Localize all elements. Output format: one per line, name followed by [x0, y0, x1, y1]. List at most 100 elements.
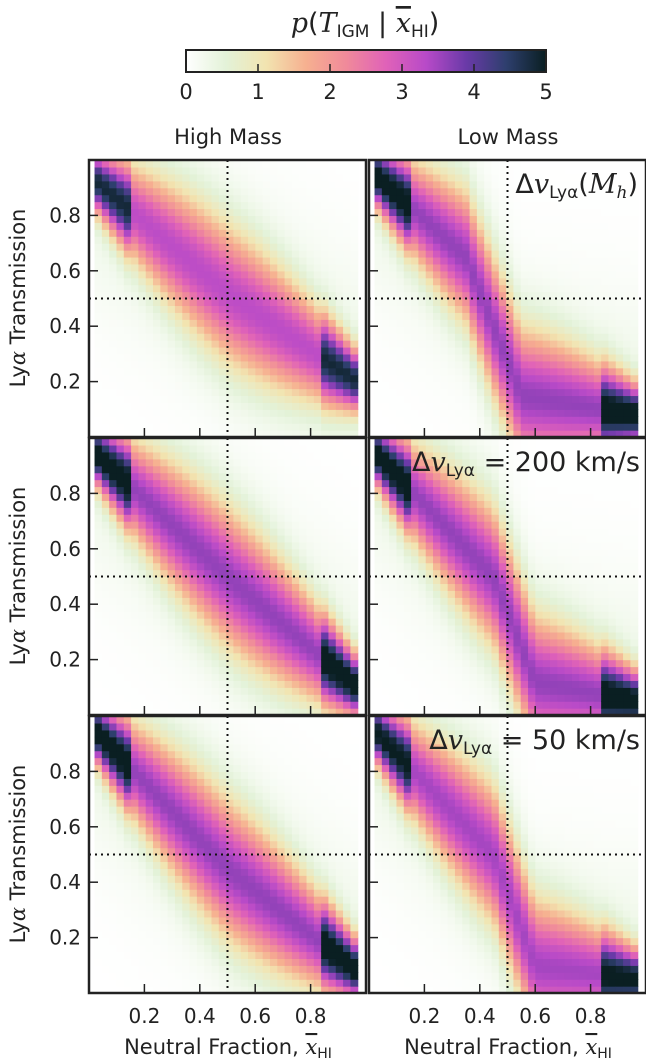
heatmap-cell — [433, 555, 441, 564]
heatmap-cell — [196, 395, 205, 403]
heatmap-cell — [94, 624, 103, 633]
heatmap-cell — [615, 416, 624, 424]
heatmap-cell — [440, 423, 449, 431]
heatmap-cell — [425, 521, 434, 529]
heatmap-cell — [476, 708, 485, 716]
heatmap-cell — [153, 638, 161, 647]
heatmap-cell — [145, 381, 154, 390]
heatmap-cell — [418, 430, 427, 438]
heatmap-cell — [116, 194, 125, 203]
heatmap-cell — [277, 528, 286, 536]
heatmap-cell — [248, 250, 256, 258]
heatmap-cell — [335, 673, 344, 681]
heatmap-cell — [182, 493, 191, 501]
heatmap-cell — [447, 256, 456, 265]
heatmap-cell — [520, 319, 529, 327]
heatmap-cell — [571, 291, 580, 300]
heatmap-cell — [174, 521, 183, 529]
heatmap-cell — [101, 160, 110, 168]
heatmap-cell — [211, 360, 220, 369]
heatmap-cell — [269, 291, 278, 300]
heatmap-cell — [469, 270, 478, 279]
heatmap-cell — [138, 215, 147, 223]
heatmap-cell — [549, 402, 558, 410]
heatmap-cell — [535, 243, 544, 251]
heatmap-cell — [433, 291, 441, 300]
heatmap-cell — [343, 201, 351, 210]
heatmap-cell — [403, 353, 412, 362]
heatmap-cell — [433, 208, 441, 217]
heatmap-cell — [131, 194, 139, 203]
heatmap-cell — [204, 395, 213, 403]
heatmap-cell — [291, 166, 300, 175]
heatmap-cell — [601, 215, 610, 223]
heatmap-cell — [321, 541, 330, 550]
heatmap-cell — [182, 590, 191, 598]
heatmap-cell — [218, 666, 227, 675]
heatmap-cell — [374, 160, 383, 168]
heatmap-cell — [262, 479, 271, 488]
heatmap-cell — [174, 402, 183, 410]
heatmap-cell — [350, 215, 359, 223]
heatmap-cell — [226, 583, 235, 591]
heatmap-cell — [299, 583, 308, 591]
heatmap-cell — [328, 374, 337, 383]
heatmap-cell — [425, 236, 434, 244]
heatmap-cell — [138, 555, 147, 564]
heatmap-cell — [462, 256, 471, 265]
heatmap-cell — [153, 666, 161, 675]
heatmap-cell — [615, 374, 624, 383]
heatmap-cell — [462, 479, 471, 488]
heatmap-cell — [218, 222, 227, 230]
heatmap-cell — [586, 187, 595, 196]
heatmap-cell — [204, 326, 213, 334]
heatmap-cell — [277, 687, 286, 695]
heatmap-cell — [454, 438, 463, 446]
heatmap-cell — [343, 222, 351, 230]
heatmap-cell — [145, 388, 154, 397]
heatmap-cell — [484, 638, 493, 647]
heatmap-cell — [381, 388, 390, 397]
heatmap-cell — [189, 479, 198, 488]
heatmap-cell — [160, 430, 169, 438]
heatmap-cell — [196, 576, 205, 585]
heatmap-cell — [182, 360, 191, 369]
heatmap-cell — [381, 458, 390, 467]
heatmap-cell — [189, 659, 198, 668]
heatmap-cell — [462, 562, 471, 571]
heatmap-cell — [469, 194, 478, 203]
heatmap-cell — [299, 500, 308, 508]
heatmap-cell — [211, 312, 220, 320]
heatmap-cell — [335, 215, 344, 223]
heatmap-cell — [411, 346, 419, 355]
heatmap-cell — [101, 458, 110, 467]
heatmap-cell — [491, 430, 500, 438]
heatmap-cell — [335, 659, 344, 668]
heatmap-panel — [367, 158, 646, 439]
heatmap-cell — [255, 229, 264, 237]
heatmap-cell — [440, 687, 449, 695]
heatmap-cell — [218, 277, 227, 286]
heatmap-cell — [94, 402, 103, 410]
heatmap-cell — [153, 493, 161, 501]
heatmap-cell — [123, 291, 132, 300]
heatmap-cell — [291, 305, 300, 313]
heatmap-cell — [433, 416, 441, 424]
heatmap-cell — [403, 430, 412, 438]
heatmap-cell — [469, 583, 478, 591]
heatmap-cell — [145, 611, 154, 619]
heatmap-cell — [535, 180, 544, 189]
heatmap-cell — [528, 194, 536, 203]
heatmap-cell — [396, 583, 405, 591]
heatmap-cell — [284, 215, 293, 223]
heatmap-cell — [433, 319, 441, 327]
heatmap-cell — [196, 562, 205, 571]
heatmap-cell — [343, 701, 351, 709]
heatmap-cell — [433, 708, 441, 716]
heatmap-cell — [350, 395, 359, 403]
heatmap-cell — [299, 215, 308, 223]
heatmap-cell — [425, 284, 434, 293]
heatmap-cell — [389, 465, 398, 474]
heatmap-cell — [469, 402, 478, 410]
heatmap-cell — [189, 472, 198, 481]
